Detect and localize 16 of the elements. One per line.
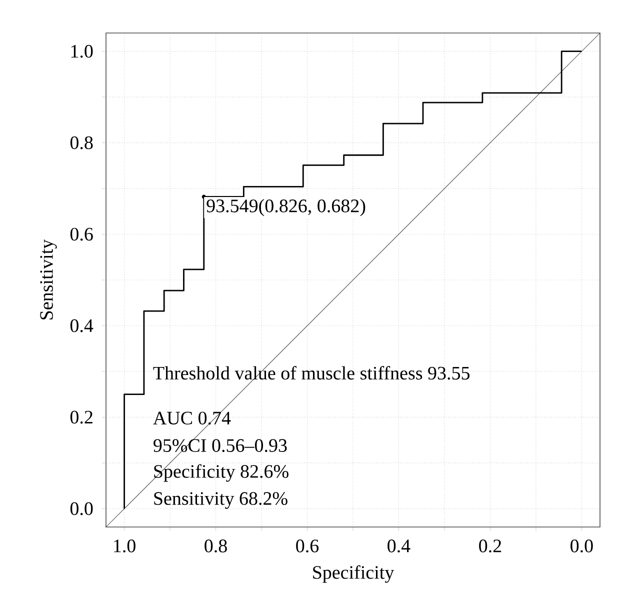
y-tick-label: 0.8 (70, 136, 93, 150)
x-axis-title: Specificity (313, 565, 394, 583)
y-tick-label: 0.6 (70, 228, 93, 241)
y-axis-title: Sensitivity (40, 239, 57, 320)
x-tick-label: 0.6 (296, 540, 319, 552)
y-tick-label: 1.0 (71, 44, 93, 58)
x-tick-label: 0.4 (388, 540, 410, 552)
y-tick-label: 0.2 (70, 410, 92, 424)
x-tick-label: 1.0 (114, 540, 136, 552)
annotation: 93.549(0.826, 0.682) (206, 198, 366, 216)
x-tick-label: 0.2 (479, 540, 502, 552)
y-tick-label: 0.0 (70, 502, 93, 516)
x-tick-label: 0.0 (570, 540, 593, 552)
y-tick-label: 0.4 (70, 319, 94, 332)
x-tick-label: 0.8 (204, 540, 227, 552)
annotation: Sensitivity 68.2% (154, 492, 288, 509)
